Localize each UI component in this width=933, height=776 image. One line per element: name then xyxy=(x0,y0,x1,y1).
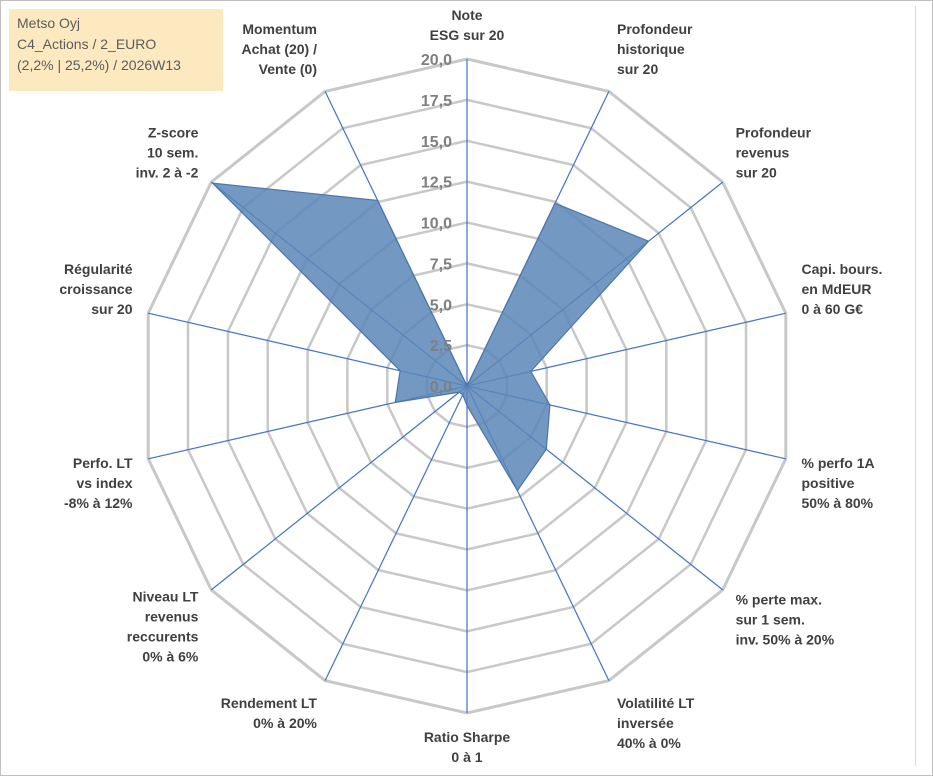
axis-label: % perte max. sur 1 sem. inv. 50% à 20% xyxy=(736,592,835,648)
axis-spoke xyxy=(210,385,468,591)
axis-label-line: vs index xyxy=(76,475,132,491)
series-layer xyxy=(210,182,650,492)
tick-label: 17,5 xyxy=(421,93,452,110)
axis-label: Capi. bours. en MdEUR 0 à 60 G€ xyxy=(802,261,883,317)
axis-label-line: reccurents xyxy=(127,629,199,645)
axis-label-line: Niveau LT xyxy=(133,589,199,605)
axis-label: Niveau LT revenus reccurents 0% à 6% xyxy=(127,589,199,665)
axis-label-line: sur 1 sem. xyxy=(736,612,805,628)
axis-label-line: % perfo 1A xyxy=(802,455,875,471)
axis-label: Z-score 10 sem. inv. 2 à -2 xyxy=(136,124,199,180)
tick-label: 0,0 xyxy=(430,379,452,396)
axis-label-line: Vente (0) xyxy=(259,61,317,77)
axis-label-line: inv. 50% à 20% xyxy=(736,632,835,648)
axis-label-line: croissance xyxy=(59,281,132,297)
axis-label-line: positive xyxy=(802,475,855,491)
axis-label-line: revenus xyxy=(145,609,199,625)
tick-label: 5,0 xyxy=(430,297,452,314)
axis-label-line: Capi. bours. xyxy=(802,261,883,277)
axis-label-line: Régularité xyxy=(64,261,133,277)
tick-labels: 0,0 2,5 5,0 7,5 10,0 12,5 15,0 17,5 20,0 xyxy=(421,52,452,396)
instrument-name: Metso Oyj xyxy=(17,15,81,31)
axis-label: Volatilité LT inversée 40% à 0% xyxy=(617,695,695,751)
axis-label-line: 40% à 0% xyxy=(617,735,681,751)
axis-label: Note ESG sur 20 xyxy=(430,7,505,43)
axis-label-line: ESG sur 20 xyxy=(430,27,505,43)
axis-label-line: 0 à 60 G€ xyxy=(802,301,864,317)
axis-label-line: 0% à 6% xyxy=(142,649,199,665)
axis-label: Perfo. LT vs index -8% à 12% xyxy=(64,455,133,511)
axis-labels: Note ESG sur 20 Profondeur historique sur 20… xyxy=(59,7,882,765)
axis-label-line: sur 20 xyxy=(736,164,777,180)
axis-label-line: sur 20 xyxy=(91,301,132,317)
tick-label: 2,5 xyxy=(430,338,452,355)
instrument-category: C4_Actions / 2_EURO xyxy=(17,36,157,52)
axis-label-line: Profondeur xyxy=(617,21,693,37)
axis-label-line: inversée xyxy=(617,715,674,731)
axis-label-line: Achat (20) / xyxy=(242,41,318,57)
axis-label: Profondeur historique sur 20 xyxy=(617,21,693,77)
axis-label-line: -8% à 12% xyxy=(64,495,133,511)
axis-label-line: Z-score xyxy=(148,124,199,140)
axis-label-line: Ratio Sharpe xyxy=(424,729,511,745)
axis-spoke xyxy=(324,385,468,681)
axis-label-line: sur 20 xyxy=(617,61,658,77)
axis-label-line: % perte max. xyxy=(736,592,822,608)
instrument-stats: (2,2% | 25,2%) / 2026W13 xyxy=(17,57,181,73)
axis-label: Momentum Achat (20) / Vente (0) xyxy=(242,21,318,77)
tick-label: 10,0 xyxy=(421,216,452,233)
axis-label: % perfo 1A positive 50% à 80% xyxy=(802,455,875,511)
axis-label-line: Rendement LT xyxy=(221,695,318,711)
axis-label-line: revenus xyxy=(736,144,790,160)
axis-label-line: inv. 2 à -2 xyxy=(136,164,199,180)
axis-label-line: en MdEUR xyxy=(802,281,872,297)
tick-label: 15,0 xyxy=(421,134,452,151)
axis-label: Ratio Sharpe 0 à 1 xyxy=(424,729,511,765)
info-box: Metso Oyj C4_Actions / 2_EURO (2,2% | 25… xyxy=(9,9,223,91)
axis-label-line: Note xyxy=(451,7,482,23)
axis-label-line: Perfo. LT xyxy=(73,455,133,471)
axis-label: Rendement LT 0% à 20% xyxy=(221,695,318,731)
axis-label: Régularité croissance sur 20 xyxy=(59,261,132,317)
axis-label-line: Momentum xyxy=(242,21,317,37)
tick-label: 20,0 xyxy=(421,52,452,69)
scroll-edge xyxy=(915,6,928,766)
axis-label-line: historique xyxy=(617,41,685,57)
axis-label-line: 0% à 20% xyxy=(253,715,317,731)
axis-label-line: 10 sem. xyxy=(147,144,198,160)
axis-label: Profondeur revenus sur 20 xyxy=(736,124,812,180)
axis-label-line: 0 à 1 xyxy=(451,749,482,765)
tick-label: 12,5 xyxy=(421,175,452,192)
tick-label: 7,5 xyxy=(430,256,452,273)
axis-label-line: 50% à 80% xyxy=(802,495,874,511)
axis-label-line: Profondeur xyxy=(736,124,812,140)
axis-label-line: Volatilité LT xyxy=(617,695,695,711)
